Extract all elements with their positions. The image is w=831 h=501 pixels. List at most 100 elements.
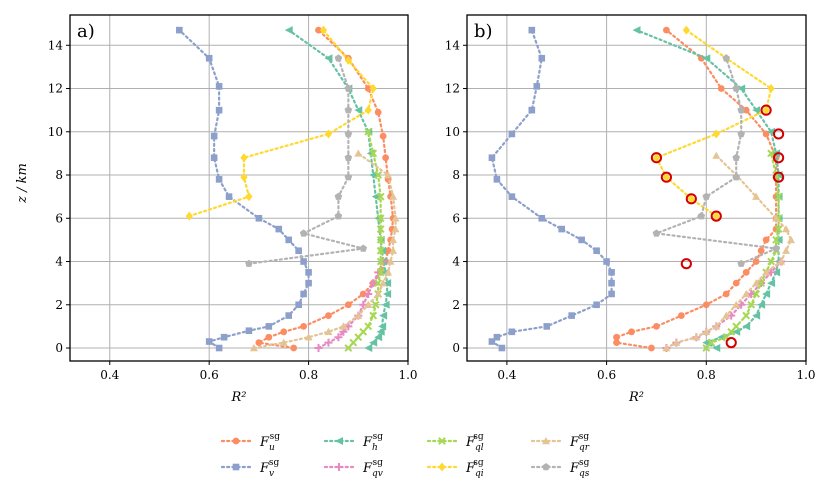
- panel-label: b): [474, 21, 493, 42]
- data-point-Fv: [543, 323, 551, 330]
- data-point-Fh: [364, 344, 373, 353]
- data-point-Fv: [220, 333, 228, 341]
- data-point-Fv: [568, 312, 575, 319]
- data-point-Fv: [608, 290, 615, 298]
- data-point-Fqi: [344, 55, 352, 65]
- highlight-marker: [680, 258, 692, 270]
- data-point-Fv: [498, 344, 506, 352]
- y-tick-label: 2: [55, 298, 63, 312]
- x-tick-label: 0.8: [299, 368, 318, 382]
- legend-label: Fqrsg: [569, 432, 590, 453]
- data-point-Fv: [305, 279, 312, 287]
- series-line-Fv: [490, 29, 613, 350]
- data-point-Fqi: [240, 172, 248, 182]
- highlight-marker: [760, 104, 772, 116]
- legend: Fusg Fvsg Fhsg Fqvsg Fqlsg Fqisg Fqrsg Fqssg: [220, 432, 590, 479]
- data-point-Fqr: [712, 151, 721, 159]
- data-point-Fqs: [334, 192, 343, 200]
- data-point-Fql: [376, 235, 385, 244]
- series-Fqs: [245, 54, 368, 267]
- x-tick-label: 0.6: [597, 368, 616, 382]
- series-Fqr: [249, 149, 400, 352]
- data-point-Fh: [369, 338, 378, 347]
- y-tick-label: 10: [445, 125, 460, 139]
- legend-entry-Fqr: Fqrsg: [530, 432, 590, 453]
- x-tick-label: 0.4: [100, 368, 119, 382]
- data-point-Fqi: [687, 194, 695, 204]
- y-tick-label: 4: [452, 255, 460, 269]
- data-point-Fu: [384, 247, 392, 255]
- data-point-Fql: [374, 171, 383, 179]
- data-point-Fqr: [782, 225, 791, 233]
- plot-area: [70, 15, 408, 361]
- data-point-Fqv: [324, 338, 333, 347]
- data-point-Fv: [176, 26, 183, 34]
- legend-label: Fqvsg: [362, 458, 383, 479]
- data-point-Fu: [374, 108, 382, 116]
- series-Fqi: [185, 25, 377, 221]
- data-point-Fqr: [386, 257, 395, 265]
- data-point-Fqs: [344, 84, 353, 92]
- data-point-Fv: [305, 269, 312, 276]
- data-point-Fqv: [334, 333, 343, 342]
- data-point-Fv: [528, 26, 536, 34]
- legend-entry-Fu: Fusg: [220, 432, 280, 453]
- data-point-Fh: [772, 268, 781, 277]
- y-tick-label: 0: [452, 341, 460, 355]
- data-point-Fv: [608, 279, 615, 287]
- data-point-Fu: [717, 85, 725, 92]
- data-point-Fv: [215, 344, 223, 352]
- data-point-Fv: [300, 258, 307, 265]
- data-point-Fqr: [692, 333, 701, 341]
- y-tick-label: 4: [55, 255, 63, 269]
- data-point-Fqs: [737, 106, 745, 114]
- data-point-Fv: [295, 247, 302, 255]
- legend-label: Fqlsg: [465, 432, 484, 453]
- data-point-Fu: [382, 154, 390, 162]
- y-tick-label: 8: [55, 168, 63, 182]
- data-point-Fqs: [697, 212, 706, 220]
- data-point-Fqi: [662, 172, 671, 182]
- data-point-Fh: [376, 327, 385, 336]
- data-point-Fqs: [344, 153, 353, 161]
- highlight-marker: [685, 193, 697, 205]
- data-point-Fqr: [752, 192, 761, 200]
- legend-label: Fusg: [259, 432, 280, 453]
- highlight-marker: [772, 152, 785, 164]
- legend-label: Fvsg: [259, 458, 280, 479]
- data-point-Fqs: [359, 244, 368, 252]
- data-point-Fqi: [712, 129, 720, 139]
- data-point-Fv: [275, 225, 283, 233]
- data-point-Fqr: [732, 300, 741, 308]
- data-point-Fqv: [344, 322, 353, 331]
- data-point-Fql: [364, 127, 373, 136]
- data-point-Fu: [762, 130, 770, 138]
- data-point-Fqs: [772, 244, 780, 252]
- data-point-Fql: [767, 149, 776, 158]
- legend-marker: [542, 437, 550, 445]
- data-point-Fu: [315, 26, 322, 34]
- data-point-Fqi: [767, 84, 775, 94]
- data-point-Fqv: [727, 311, 736, 320]
- legend-marker: [232, 463, 240, 471]
- data-point-Fh: [378, 246, 387, 255]
- data-point-Fqr: [702, 327, 711, 336]
- data-point-Fqr: [787, 235, 796, 244]
- data-point-Fql: [364, 322, 373, 331]
- series-Fqs: [652, 54, 781, 267]
- data-point-Fh: [757, 300, 766, 309]
- data-point-Fu: [648, 344, 655, 352]
- data-point-Fu: [613, 333, 620, 341]
- data-point-Fqr: [389, 235, 398, 244]
- data-point-Fqs: [299, 229, 308, 237]
- data-point-Fqi: [324, 129, 333, 139]
- y-tick-label: 12: [48, 82, 63, 96]
- data-point-Fv: [285, 312, 293, 319]
- data-point-Fqr: [391, 214, 400, 222]
- data-point-Fql: [376, 192, 385, 201]
- data-point-Fu: [742, 106, 750, 114]
- data-point-Fv: [578, 236, 585, 244]
- data-point-Fql: [371, 300, 380, 309]
- series-line-Fqr: [252, 152, 397, 350]
- data-point-Fqs: [344, 106, 353, 114]
